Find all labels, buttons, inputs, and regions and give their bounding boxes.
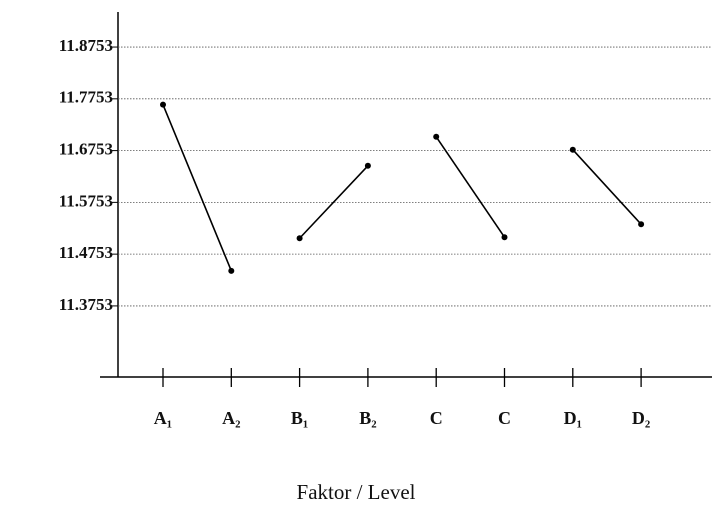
point — [160, 101, 166, 108]
x-tick-label: A₂ — [222, 408, 240, 428]
point — [501, 234, 508, 241]
point — [364, 162, 371, 169]
x-tick-label: B₂ — [359, 408, 376, 428]
y-tick-label: 11.8753 — [59, 36, 113, 55]
x-tick-label: D₁ — [564, 408, 582, 428]
y-tick-label: 11.3753 — [59, 295, 113, 314]
y-tick-label: 11.4753 — [59, 243, 113, 262]
point — [569, 146, 576, 153]
line — [435, 136, 506, 238]
line — [162, 104, 233, 272]
y-tick-label: 11.7753 — [59, 88, 113, 107]
line — [299, 165, 369, 239]
x-tick-label: B₁ — [291, 408, 308, 428]
x-tick-label: C — [498, 408, 511, 428]
x-tick-label: A₁ — [154, 408, 172, 428]
point — [296, 235, 303, 242]
point — [433, 133, 440, 140]
x-tick-label: C — [430, 408, 443, 428]
x-axis-label: Faktor / Level — [297, 480, 416, 504]
y-tick-label: 11.5753 — [59, 191, 113, 210]
y-tick-label: 11.6753 — [59, 140, 113, 159]
line — [572, 149, 642, 225]
point — [638, 221, 645, 228]
point — [228, 267, 235, 274]
x-tick-label: D₂ — [632, 408, 650, 428]
